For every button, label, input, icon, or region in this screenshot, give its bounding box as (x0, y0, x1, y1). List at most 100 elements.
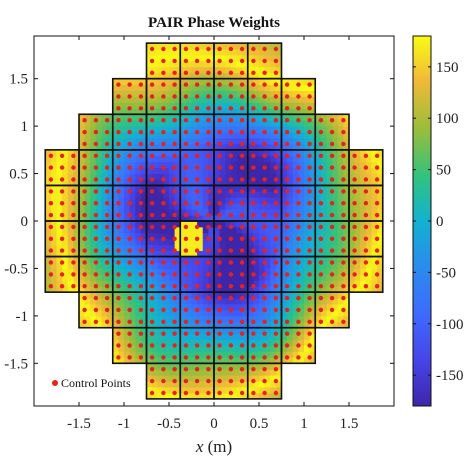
phase-cell (377, 250, 384, 257)
phase-cell (107, 221, 114, 228)
control-point (127, 94, 132, 99)
control-point (206, 177, 211, 182)
phase-cell (101, 149, 108, 157)
phase-cell (219, 132, 226, 139)
phase-cell (242, 232, 249, 240)
phase-cell (253, 155, 260, 163)
phase-cell (337, 167, 344, 174)
phase-cell (247, 72, 254, 80)
phase-cell (371, 232, 378, 240)
control-point (93, 177, 99, 182)
phase-cell (360, 226, 367, 234)
control-point (217, 319, 222, 324)
phase-cell (230, 286, 237, 293)
phase-cell (264, 256, 271, 263)
phase-cell (163, 102, 170, 109)
phase-cell (157, 132, 164, 139)
phase-cell (79, 120, 86, 127)
control-point (172, 212, 177, 218)
phase-cell (135, 238, 142, 246)
phase-cell (50, 215, 57, 222)
phase-cell (371, 179, 378, 186)
phase-cell (287, 262, 294, 269)
control-point (228, 343, 234, 348)
phase-cell (163, 167, 170, 174)
phase-cell (112, 114, 119, 121)
phase-cell (112, 108, 119, 115)
phase-cell (146, 137, 153, 145)
phase-cell (73, 173, 80, 180)
phase-cell (275, 381, 282, 388)
phase-cell (180, 392, 187, 400)
phase-cell (337, 309, 344, 317)
control-point (48, 284, 54, 289)
phase-cell (354, 232, 361, 240)
phase-cell (264, 126, 271, 133)
phase-cell (230, 78, 237, 86)
phase-cell (163, 132, 170, 139)
phase-cell (225, 155, 232, 163)
phase-cell (129, 286, 136, 293)
phase-cell (50, 250, 57, 257)
phase-cell (259, 351, 266, 358)
phase-cell (264, 339, 271, 346)
control-point (284, 331, 290, 336)
phase-cell (185, 155, 192, 163)
control-point (172, 58, 177, 64)
phase-cell (236, 321, 243, 329)
phase-cell (118, 215, 125, 222)
control-point (341, 272, 346, 277)
control-point (93, 189, 99, 194)
control-point (172, 129, 177, 135)
phase-cell (337, 321, 344, 329)
phase-cell (264, 298, 271, 305)
phase-cell (332, 226, 339, 234)
phase-cell (191, 126, 198, 133)
phase-cell (197, 286, 204, 293)
phase-cell (84, 262, 91, 269)
control-point (82, 224, 87, 230)
phase-cell (225, 161, 232, 169)
phase-cell (242, 197, 249, 204)
phase-cell (236, 197, 243, 204)
phase-cell (371, 268, 378, 275)
phase-cell (174, 191, 181, 198)
phase-cell (152, 84, 159, 91)
control-point (149, 141, 155, 147)
control-point (194, 46, 200, 52)
phase-cell (135, 327, 142, 335)
control-point (284, 94, 290, 99)
phase-cell (197, 96, 204, 103)
control-point (228, 153, 234, 158)
phase-cell (287, 345, 294, 352)
control-point (251, 378, 256, 384)
control-point (352, 224, 357, 230)
phase-cell (135, 292, 142, 299)
phase-cell (118, 96, 125, 103)
control-point (307, 141, 312, 147)
phase-cell (180, 280, 187, 287)
control-point (228, 58, 234, 64)
phase-cell (225, 244, 232, 252)
phase-cell (208, 268, 215, 275)
control-point (206, 129, 211, 135)
phase-cell (169, 143, 176, 151)
phase-cell (157, 286, 164, 293)
phase-cell (185, 215, 192, 222)
control-point (318, 260, 324, 265)
phase-cell (202, 274, 209, 281)
phase-cell (101, 173, 108, 180)
control-point (183, 367, 189, 372)
control-point (363, 177, 369, 182)
phase-cell (169, 137, 176, 145)
phase-cell (169, 286, 176, 293)
phase-cell (326, 203, 333, 210)
phase-cell (208, 244, 215, 252)
phase-cell (236, 72, 243, 80)
phase-cell (180, 108, 187, 115)
phase-cell (180, 90, 187, 97)
phase-cell (298, 137, 305, 145)
phase-cell (326, 120, 333, 127)
phase-cell (180, 232, 187, 240)
phase-cell (326, 244, 333, 252)
